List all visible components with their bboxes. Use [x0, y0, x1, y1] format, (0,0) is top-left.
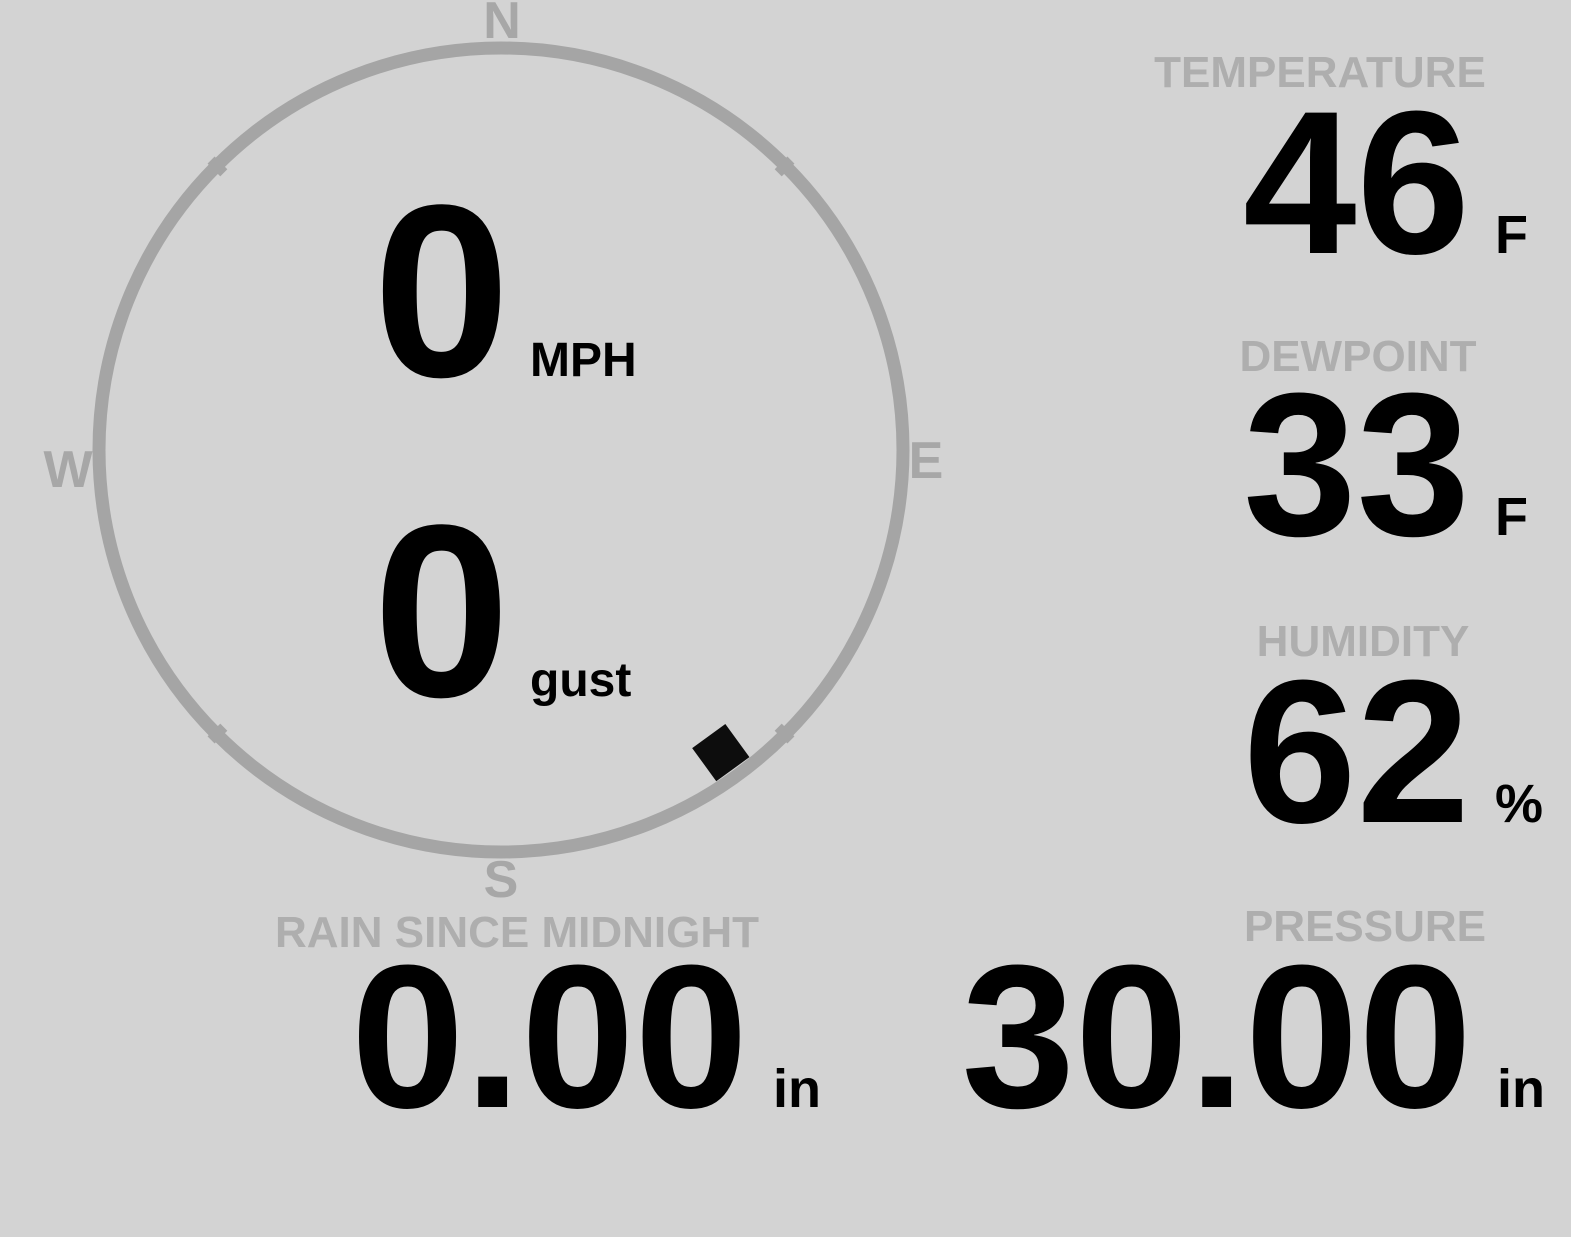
humidity-unit: %: [1495, 774, 1544, 834]
rain-label: RAIN SINCE MIDNIGHT: [275, 908, 759, 957]
pressure-label: PRESSURE: [1243, 902, 1487, 951]
wind-speed: 0 MPH: [373, 154, 637, 429]
humidity-value-row: 62 %: [1243, 650, 1555, 854]
dewpoint-value-row: 33 F: [1243, 363, 1555, 567]
compass-ticks: [207, 156, 795, 744]
temperature-label: TEMPERATURE: [1154, 48, 1486, 97]
temperature-value-row: 46 F: [1243, 81, 1555, 285]
wind-gust: 0 gust: [373, 474, 632, 749]
pressure-unit: in: [1497, 1059, 1545, 1119]
compass-tick-nw: [207, 156, 228, 177]
pressure-value-row: 30.00 in: [962, 935, 1558, 1139]
dewpoint-value: 33: [1243, 351, 1470, 579]
rain-value-row: 0.00 in: [351, 935, 833, 1139]
pressure-value: 30.00: [961, 923, 1473, 1151]
rain-unit: in: [773, 1059, 821, 1119]
wind-gust-value: 0: [373, 474, 510, 749]
temperature-unit: F: [1495, 205, 1528, 265]
humidity-label: HUMIDITY: [1256, 617, 1470, 666]
wind-gust-unit: gust: [530, 654, 632, 707]
cardinal-east: E: [908, 432, 944, 490]
compass-tick-ne: [774, 156, 795, 177]
compass-tick-se: [774, 723, 795, 744]
humidity-value: 62: [1243, 638, 1470, 866]
compass-tick-sw: [207, 723, 228, 744]
cardinal-north: N: [483, 0, 521, 50]
wind-speed-unit: MPH: [530, 334, 637, 387]
dewpoint-unit: F: [1495, 487, 1528, 547]
wind-speed-value: 0: [373, 154, 510, 429]
wind-direction-marker: [692, 723, 750, 782]
compass-ring: [92, 41, 910, 859]
cardinal-south: S: [483, 851, 519, 909]
dewpoint-label: DEWPOINT: [1239, 332, 1477, 381]
cardinal-west: W: [43, 441, 93, 499]
rain-value: 0.00: [350, 923, 748, 1151]
temperature-value: 46: [1243, 69, 1470, 297]
